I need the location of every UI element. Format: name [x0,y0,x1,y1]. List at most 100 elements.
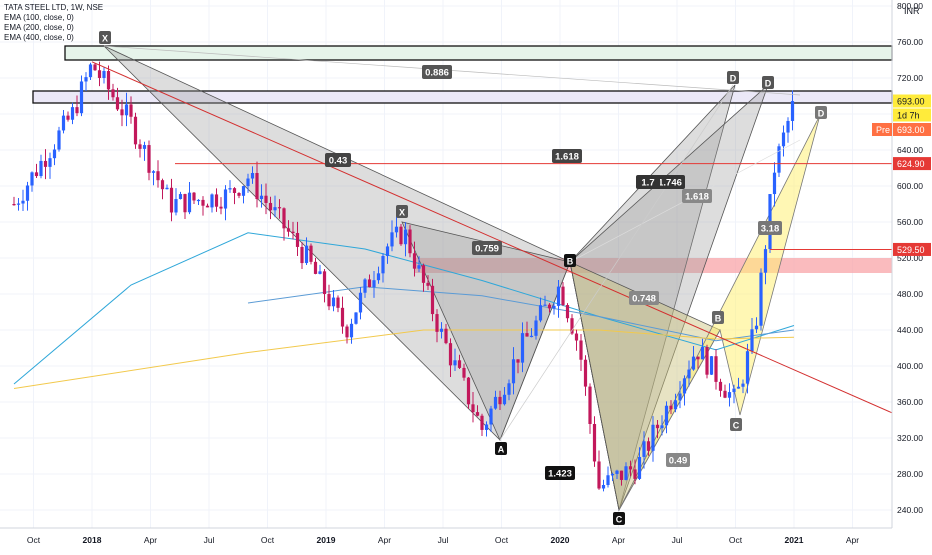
candle-body [142,145,147,149]
candle-body [723,390,727,398]
candles [12,61,795,492]
ratio-1423-bg [545,466,575,480]
candle-body [462,367,466,378]
candle-body [642,441,646,457]
candle-body [781,132,786,147]
candle-body [124,104,129,116]
currency-label: INR [904,6,920,16]
point-x-inner: X [396,205,408,218]
candle-body [516,359,520,363]
point-d-2-text: D [765,79,772,89]
candle-body [34,172,39,177]
candle-body [309,245,313,262]
candle-body [129,104,133,117]
candle-body [646,441,651,451]
candle-body [718,381,723,391]
countdown-tag: 1d 7h [893,108,931,122]
trend-line [91,61,893,414]
candle-body [606,475,610,485]
candle-body [268,202,273,211]
candle-body [633,469,637,479]
candle-body [754,325,759,330]
ratio-0886: 0.886 [422,65,452,79]
candle-body [313,261,318,274]
candle-body [25,185,30,201]
point-d-3: D [815,106,827,119]
candle-body [295,232,300,247]
candle-body [651,424,655,451]
candle-body [399,226,403,245]
candle-body [574,333,579,341]
price-tick-label: 480.00 [897,289,923,299]
candle-body [322,271,327,295]
candle-body [637,456,642,479]
candle-body [678,393,682,401]
candle-body [241,186,246,196]
candle-body [219,206,223,209]
candle-body [372,280,376,288]
candle-body [601,484,606,489]
ema400-legend[interactable]: EMA (400, close, 0) [4,33,74,42]
candle-body [669,405,673,410]
price-tick-label: 240.00 [897,505,923,515]
candle-body [376,273,381,281]
candle-body [534,320,538,336]
price-axis: 800.00760.00720.00680.00640.00600.00560.… [891,0,923,528]
price-tick-label: 280.00 [897,469,923,479]
candle-body [174,199,178,213]
candle-body [133,116,138,145]
point-c-inner-text: C [733,421,740,431]
ema400-line [13,329,795,389]
candle-body [664,405,669,426]
candle-body [624,466,628,480]
time-tick-label: 2018 [83,535,102,545]
ratio-0759: 0.759 [472,241,502,255]
countdown-tag-bg [893,108,931,122]
ratio-318-text: 3.18 [761,224,780,235]
point-d-1-bg [727,71,739,84]
time-tick-label: Oct [27,535,41,545]
candle-body [147,145,151,173]
point-b-main-text: B [567,257,574,267]
candle-body [318,271,322,274]
candle-body [583,359,588,387]
candle-body [97,70,102,78]
ratio-1618-main: 1.618 [552,149,582,163]
candle-body [88,64,93,78]
point-b-main-bg [564,254,576,267]
time-tick-label: Oct [729,535,743,545]
ratio-1423-text: 1.423 [548,469,572,480]
candle-body [79,81,84,114]
candle-body [430,285,435,315]
ema100-legend[interactable]: EMA (100, close, 0) [4,13,74,22]
candle-body [75,107,79,114]
ratio-049: 0.49 [666,453,690,467]
candle-body [426,282,430,286]
symbol-title[interactable]: TATA STEEL LTD, 1W, NSE [4,3,104,12]
price-tick-label: 360.00 [897,397,923,407]
candle-body [439,328,444,332]
point-x-main-text: X [102,34,108,44]
candle-body [255,172,259,200]
candle-body [759,272,763,326]
candle-body [736,386,741,389]
candle-body [183,194,187,213]
candle-body [570,318,574,334]
ema200-legend[interactable]: EMA (200, close, 0) [4,23,74,32]
candle-body [250,172,255,179]
candle-body [120,109,124,116]
ratio-043: 0.43 [325,153,351,167]
candle-body [336,297,340,308]
point-b-inner: B [712,311,724,324]
level-tag-upper-bg [893,157,931,171]
candle-body [349,323,354,338]
point-b-main: B [564,254,576,267]
candle-body [43,160,48,167]
point-a-main-bg [495,442,507,455]
candle-body [273,207,277,211]
point-d-2-bg [762,76,774,89]
candle-body [763,249,768,273]
candle-body [412,253,417,269]
